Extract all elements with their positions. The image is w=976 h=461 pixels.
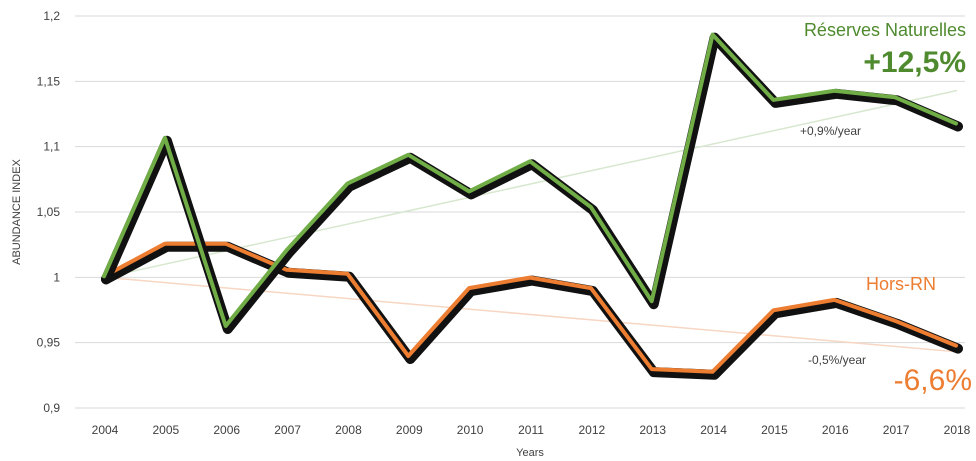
gridlines [75,15,965,409]
x-tick-label: 2009 [396,423,423,437]
trendline-reserves [104,89,958,279]
series-name-reserves: Réserves Naturelles [804,20,966,40]
y-tick-label: 1 [53,270,60,284]
x-tick-label: 2010 [457,423,484,437]
series-line-hors-rn [102,241,958,374]
x-tick-labels: 2004 2005 2006 2007 2008 2009 2010 2011 2012 2013… [92,423,971,437]
x-axis-title: Years [516,447,544,459]
y-tick-labels: 0,9 0,95 1 1,05 1,1 1,15 1,2 [37,9,61,415]
x-tick-label: 2018 [944,423,971,437]
y-tick-label: 1,2 [43,9,60,23]
series-change-hors-rn: -6,6% [894,364,972,397]
series-lines [101,32,963,380]
x-tick-label: 2006 [213,423,240,437]
x-tick-label: 2014 [700,423,727,437]
x-tick-label: 2012 [579,423,606,437]
x-tick-label: 2005 [153,423,180,437]
y-tick-label: 1,05 [37,205,61,219]
x-tick-label: 2013 [639,423,666,437]
trendlines [104,89,958,353]
y-tick-label: 1,1 [43,140,60,154]
x-tick-label: 2004 [92,423,119,437]
y-axis-title: ABUNDANCE INDEX [11,158,23,264]
x-tick-label: 2016 [822,423,849,437]
series-name-hors-rn: Hors-RN [866,274,936,294]
x-tick-label: 2015 [761,423,788,437]
y-tick-label: 0,9 [43,401,60,415]
series-change-reserves: +12,5% [863,46,966,79]
x-tick-label: 2011 [518,423,544,437]
trend-label-hors-rn: -0,5%/year [808,353,866,367]
y-tick-label: 0,95 [37,336,61,350]
x-tick-label: 2017 [883,423,910,437]
trendline-hors-rn [104,276,958,353]
x-tick-label: 2007 [274,423,301,437]
trend-label-reserves: +0,9%/year [800,124,861,138]
series-line-reserves [102,32,958,328]
x-tick-label: 2008 [335,423,362,437]
y-tick-label: 1,15 [37,74,61,88]
